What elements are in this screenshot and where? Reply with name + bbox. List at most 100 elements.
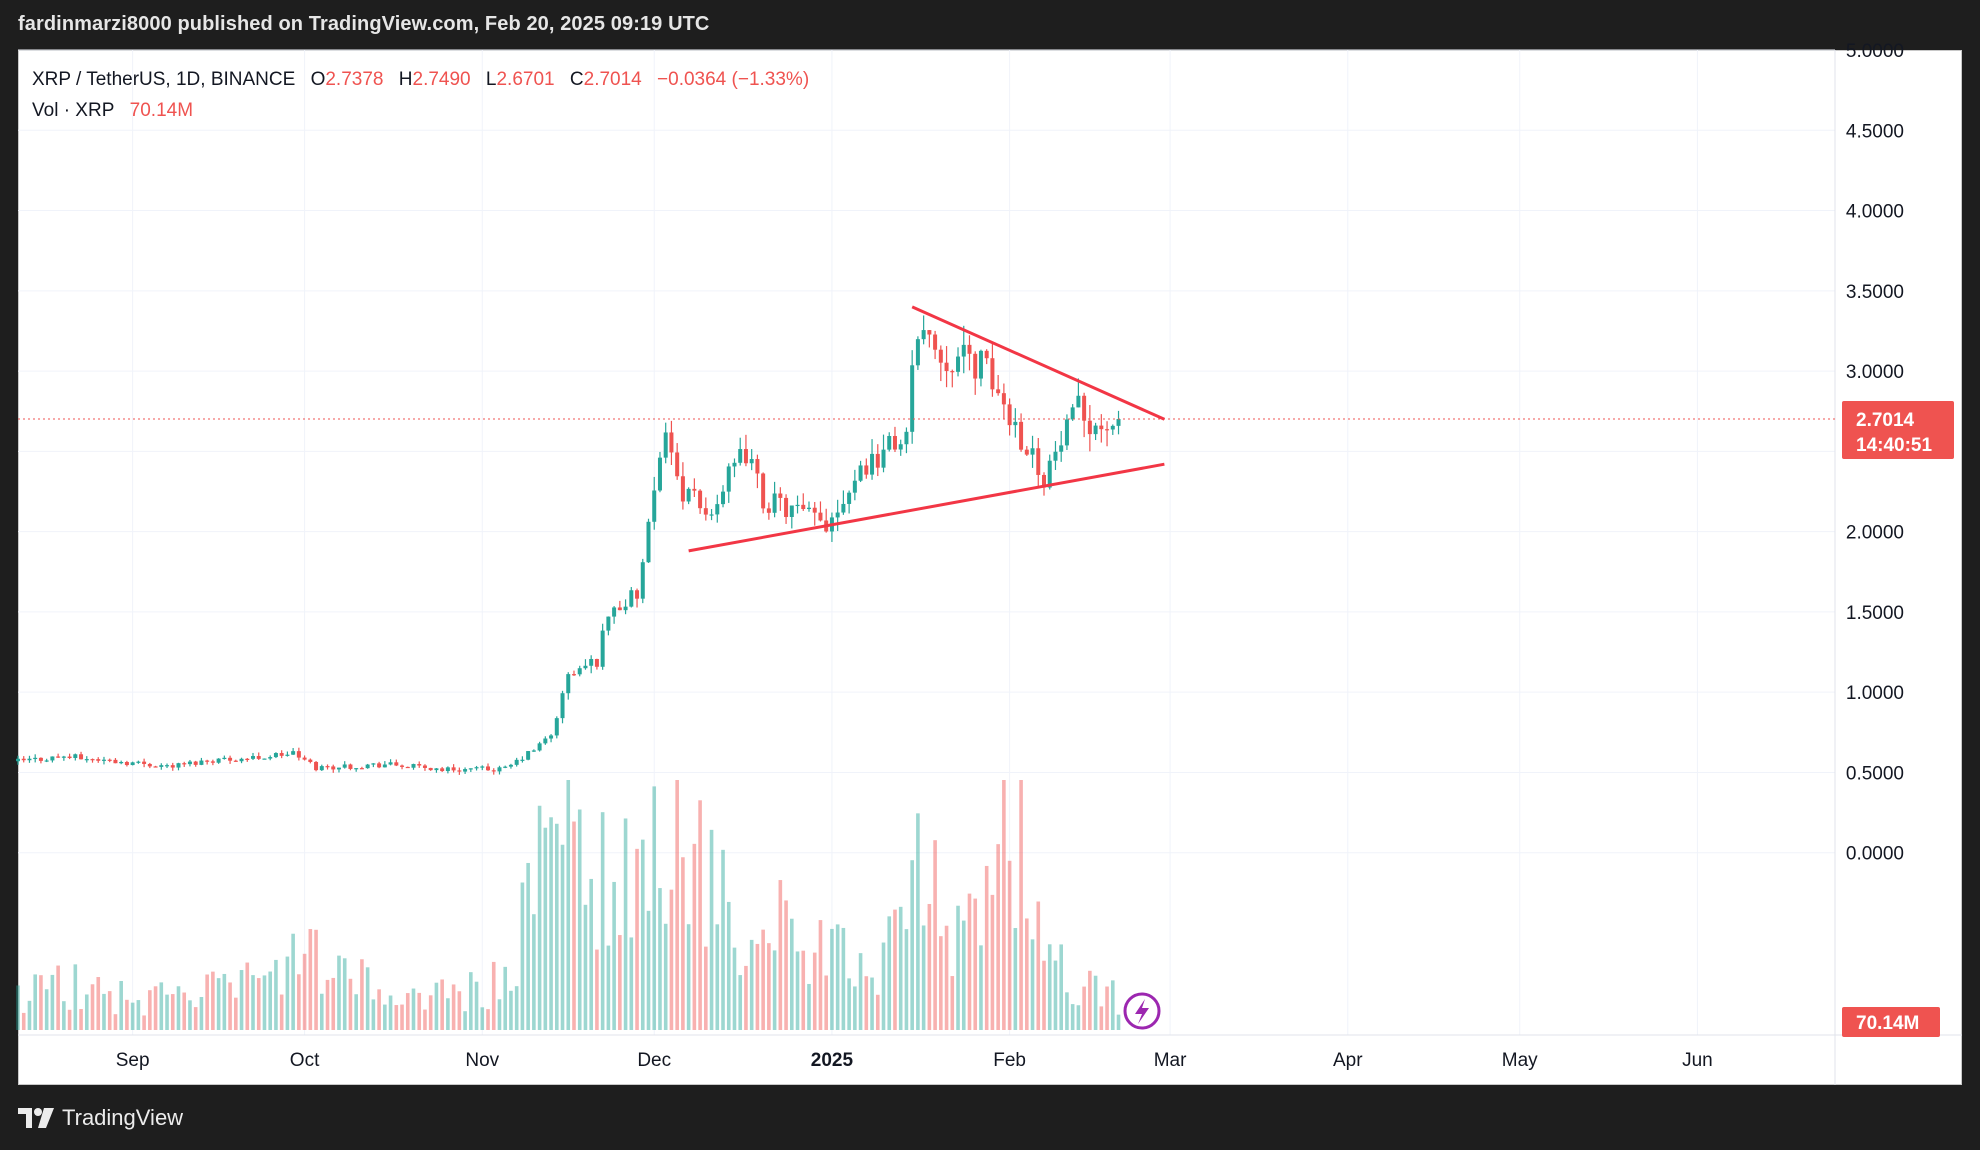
volume-bar [211, 971, 215, 1030]
candle-body [743, 449, 748, 464]
volume-bar [801, 950, 806, 1030]
volume-bars [16, 780, 1121, 1030]
volume-bar [199, 997, 204, 1030]
candle-body [394, 762, 399, 766]
candle-body [176, 763, 181, 768]
candle-body [1087, 420, 1092, 435]
volume-bar [308, 929, 313, 1030]
candle-body [978, 350, 983, 379]
volume-bar [434, 982, 439, 1030]
volume-bar [79, 1009, 83, 1030]
volume-bar [990, 894, 995, 1030]
candle-body [205, 760, 210, 762]
time-tick-label: May [1502, 1050, 1538, 1071]
candle-body [675, 452, 680, 477]
candle-body [864, 465, 869, 475]
candle-body [417, 764, 422, 766]
candle-body [715, 504, 720, 515]
volume-bar [463, 1011, 467, 1030]
candle-body [388, 762, 393, 765]
candle-body [996, 389, 1001, 394]
candle-body [187, 761, 192, 765]
candle-body [629, 590, 634, 607]
candle-body [508, 764, 513, 767]
volume-bar [778, 880, 783, 1030]
volume-bar [887, 916, 892, 1030]
volume-bar [279, 994, 284, 1030]
volume-bar [153, 986, 158, 1030]
volume-bar [285, 956, 290, 1030]
candle-body [577, 668, 582, 675]
volume-bar [319, 993, 324, 1030]
symbol-label[interactable]: XRP / TetherUS, 1D, BINANCE [32, 69, 296, 90]
candle-body [1047, 460, 1052, 488]
volume-bar [1002, 780, 1006, 1030]
volume-bar [967, 893, 972, 1030]
volume-bar [629, 937, 634, 1030]
volume-bar [182, 992, 187, 1030]
candle-body [646, 521, 651, 563]
chart-frame[interactable] [18, 50, 1962, 1085]
candle-body [245, 758, 250, 760]
candle-body [870, 453, 875, 475]
volume-bar [549, 817, 553, 1030]
volume-bar [606, 945, 611, 1030]
candle-body [1093, 425, 1098, 435]
volume-bar [302, 953, 307, 1030]
volume-bar [870, 977, 874, 1030]
candle-body [921, 330, 926, 340]
volume-bar [428, 995, 433, 1030]
volume-bar [858, 953, 863, 1030]
volume-bar [1093, 975, 1098, 1030]
volume-bar [812, 952, 817, 1030]
candle-body [640, 562, 645, 599]
candle-body [818, 512, 823, 521]
candle-body [210, 761, 215, 763]
candle-body [44, 760, 49, 762]
price-tick-label: 1.5000 [1846, 603, 1904, 624]
volume-bar [1059, 944, 1063, 1030]
volume-bar [262, 975, 267, 1030]
candle-body [38, 757, 43, 761]
candle-body [961, 344, 966, 357]
candle-body [663, 432, 668, 458]
volume-bar [102, 993, 106, 1030]
footer-brand[interactable]: TradingView [62, 1105, 184, 1130]
volume-bar [451, 984, 456, 1030]
candle-body [1099, 425, 1104, 430]
volume-bar [681, 857, 685, 1030]
volume-bar [726, 901, 731, 1030]
price-tags: 2.7014 14:40:51 70.14M [1123, 401, 1954, 1037]
volume-bar [916, 813, 920, 1030]
volume-bar [245, 962, 250, 1030]
volume-bar [474, 981, 479, 1030]
volume-bar [342, 958, 347, 1030]
candle-body [554, 718, 559, 736]
volume-bar [864, 976, 869, 1030]
candle-body [1024, 449, 1029, 455]
volume-bar [841, 927, 846, 1030]
volume-bar [509, 990, 513, 1030]
price-chart[interactable]: 0.00000.50001.00001.50002.00002.50003.00… [0, 0, 1980, 1100]
volume-bar [1099, 1006, 1104, 1030]
volume-bar [973, 898, 978, 1030]
candle-body [806, 507, 811, 510]
candle-body [1105, 429, 1110, 431]
candle-body [1001, 393, 1006, 405]
volume-bar [927, 903, 932, 1030]
lightning-icon[interactable] [1123, 992, 1161, 1030]
volume-bar [457, 991, 462, 1030]
last-price-text: 2.7014 [1856, 410, 1915, 431]
volume-bar [165, 994, 169, 1030]
volume-bar [686, 924, 691, 1030]
volume-bar [944, 925, 949, 1030]
candle-body [130, 762, 135, 766]
open-label: O [310, 69, 326, 90]
publisher-header: fardinmarzi8000 published on TradingView… [0, 0, 1980, 50]
volume-bar [411, 988, 416, 1030]
candle-body [27, 758, 32, 761]
volume-bar [423, 1009, 427, 1030]
candle-body [1064, 419, 1069, 446]
volume-bar [755, 943, 760, 1030]
volume-label[interactable]: Vol · XRP [32, 100, 115, 121]
